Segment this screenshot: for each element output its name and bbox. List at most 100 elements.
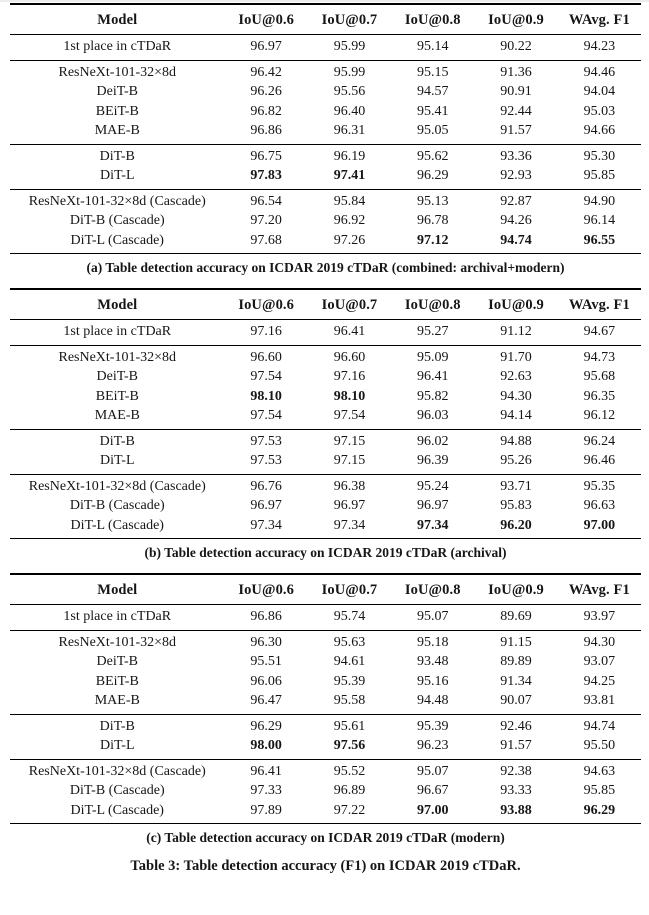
model-cell: ResNeXt-101-32×8d (58, 349, 177, 365)
row-group: DiT-B 97.53 97.15 96.02 94.88 96.24 DiT-L 97.53… (10, 429, 641, 474)
value-cell: 96.14 (583, 213, 616, 228)
value-cell: 93.36 (500, 148, 532, 164)
value-cell: 93.81 (583, 693, 616, 708)
value-cell: 97.53 (250, 453, 282, 468)
value-cell: 95.07 (416, 609, 449, 624)
value-cell: 92.38 (500, 763, 532, 779)
col-header-model: Model (97, 12, 138, 28)
value-cell: 94.61 (333, 654, 366, 669)
col-header-metric: IoU@0.8 (404, 297, 461, 313)
row-group: ResNeXt-101-32×8d 96.42 95.99 95.15 91.36 94.… (10, 60, 641, 144)
value-cell: 96.89 (333, 783, 366, 798)
subtable-c: Model IoU@0.6 IoU@0.7 IoU@0.8 IoU@0.9 WAvg. F… (10, 573, 641, 846)
table-row: ResNeXt-101-32×8d 96.30 95.63 95.18 91.15 94.… (10, 630, 641, 653)
table-row: ResNeXt-101-32×8d (Cascade) 96.41 95.52 95.… (10, 759, 641, 782)
value-cell: 96.06 (250, 673, 282, 689)
value-cell: 97.12 (416, 232, 449, 248)
value-cell: 94.04 (583, 84, 616, 99)
value-cell: 89.69 (500, 609, 532, 624)
value-cell: 94.14 (500, 408, 532, 423)
table-row: BEiT-B 96.06 95.39 95.16 91.34 94.25 (10, 672, 641, 692)
value-cell: 90.07 (500, 693, 532, 708)
value-cell: 96.23 (416, 738, 449, 753)
value-cell: 97.53 (250, 433, 282, 449)
model-cell: DiT-B (99, 718, 135, 734)
row-group: DiT-B 96.75 96.19 95.62 93.36 95.30 DiT-L 97.83… (10, 144, 641, 189)
col-header-metric: IoU@0.6 (238, 12, 295, 28)
value-cell: 95.58 (333, 693, 366, 708)
row-group: ResNeXt-101-32×8d 96.60 96.60 95.09 91.70 94.… (10, 345, 641, 429)
value-cell: 96.78 (416, 213, 449, 228)
row-group: ResNeXt-101-32×8d 96.30 95.63 95.18 91.15 94.… (10, 630, 641, 714)
value-cell: 95.68 (583, 369, 616, 384)
value-cell: 95.09 (416, 349, 449, 365)
value-cell: 96.39 (416, 453, 449, 468)
col-header-metric: IoU@0.8 (404, 582, 461, 598)
value-cell: 92.63 (500, 369, 532, 384)
value-cell: 92.44 (500, 103, 532, 119)
col-header-metric: IoU@0.9 (488, 582, 544, 598)
value-cell: 96.35 (583, 388, 616, 404)
value-cell: 97.54 (333, 408, 366, 423)
value-cell: 91.70 (500, 349, 532, 365)
table-row: DiT-B (Cascade) 97.33 96.89 96.67 93.33 95.85 (10, 782, 641, 802)
header-row: Model IoU@0.6 IoU@0.7 IoU@0.8 IoU@0.9 WAvg. F… (10, 4, 641, 35)
row-group: ResNeXt-101-32×8d (Cascade) 96.41 95.52 95.… (10, 759, 641, 824)
col-header-metric: IoU@0.8 (404, 12, 461, 28)
value-cell: 96.29 (583, 802, 616, 818)
value-cell: 95.30 (583, 148, 616, 164)
value-cell: 97.33 (250, 783, 282, 798)
value-cell: 95.15 (416, 64, 449, 80)
model-cell: DiT-L (100, 453, 135, 468)
value-cell: 93.71 (500, 478, 532, 494)
table-row: ResNeXt-101-32×8d 96.60 96.60 95.09 91.70 94.… (10, 345, 641, 368)
value-cell: 95.07 (416, 763, 449, 779)
model-cell: DiT-L (Cascade) (70, 232, 164, 248)
row-group: 1st place in cTDaR 96.86 95.74 95.07 89.69 93… (10, 605, 641, 631)
model-cell: DiT-B (Cascade) (69, 213, 165, 228)
value-cell: 97.00 (583, 517, 616, 533)
results-table-archival: Model IoU@0.6 IoU@0.7 IoU@0.8 IoU@0.9 WAvg. F… (10, 288, 641, 539)
results-table-combined: Model IoU@0.6 IoU@0.7 IoU@0.8 IoU@0.9 WAvg. F… (10, 3, 641, 254)
value-cell: 95.99 (333, 64, 366, 80)
table-row: MAE-B 96.86 96.31 95.05 91.57 94.66 (10, 122, 641, 145)
value-cell: 96.31 (333, 123, 366, 138)
value-cell: 97.15 (333, 453, 366, 468)
value-cell: 94.63 (583, 763, 616, 779)
value-cell: 97.54 (250, 369, 282, 384)
header-row: Model IoU@0.6 IoU@0.7 IoU@0.8 IoU@0.9 WAvg. F… (10, 289, 641, 320)
value-cell: 95.13 (416, 193, 449, 209)
value-cell: 91.57 (500, 123, 532, 138)
value-cell: 96.46 (583, 453, 616, 468)
col-header-metric: IoU@0.9 (488, 297, 544, 313)
row-group: ResNeXt-101-32×8d (Cascade) 96.76 96.38 95.… (10, 474, 641, 539)
model-cell: ResNeXt-101-32×8d (58, 634, 177, 650)
value-cell: 98.10 (250, 388, 282, 404)
value-cell: 96.02 (416, 433, 449, 449)
value-cell: 94.46 (583, 64, 616, 80)
value-cell: 96.40 (333, 103, 366, 119)
col-header-model: Model (97, 297, 138, 313)
value-cell: 94.88 (500, 433, 532, 449)
value-cell: 96.12 (583, 408, 616, 423)
col-header-metric: IoU@0.6 (238, 582, 295, 598)
model-cell: DiT-B (99, 433, 135, 449)
value-cell: 96.38 (333, 478, 366, 494)
value-cell: 96.97 (250, 498, 282, 513)
value-cell: 96.41 (333, 324, 366, 339)
table-row: DiT-B 96.75 96.19 95.62 93.36 95.30 (10, 144, 641, 167)
model-cell: ResNeXt-101-32×8d (Cascade) (28, 193, 206, 209)
value-cell: 97.22 (333, 802, 366, 818)
value-cell: 95.82 (416, 388, 449, 404)
value-cell: 94.66 (583, 123, 616, 138)
value-cell: 96.60 (333, 349, 366, 365)
value-cell: 95.18 (416, 634, 449, 650)
value-cell: 92.87 (500, 193, 532, 209)
value-cell: 95.24 (416, 478, 449, 494)
model-cell: 1st place in cTDaR (63, 609, 172, 624)
value-cell: 93.48 (416, 654, 449, 669)
value-cell: 95.41 (416, 103, 449, 119)
row-group: 1st place in cTDaR 97.16 96.41 95.27 91.12 94… (10, 320, 641, 346)
value-cell: 96.54 (250, 193, 282, 209)
value-cell: 95.63 (333, 634, 366, 650)
